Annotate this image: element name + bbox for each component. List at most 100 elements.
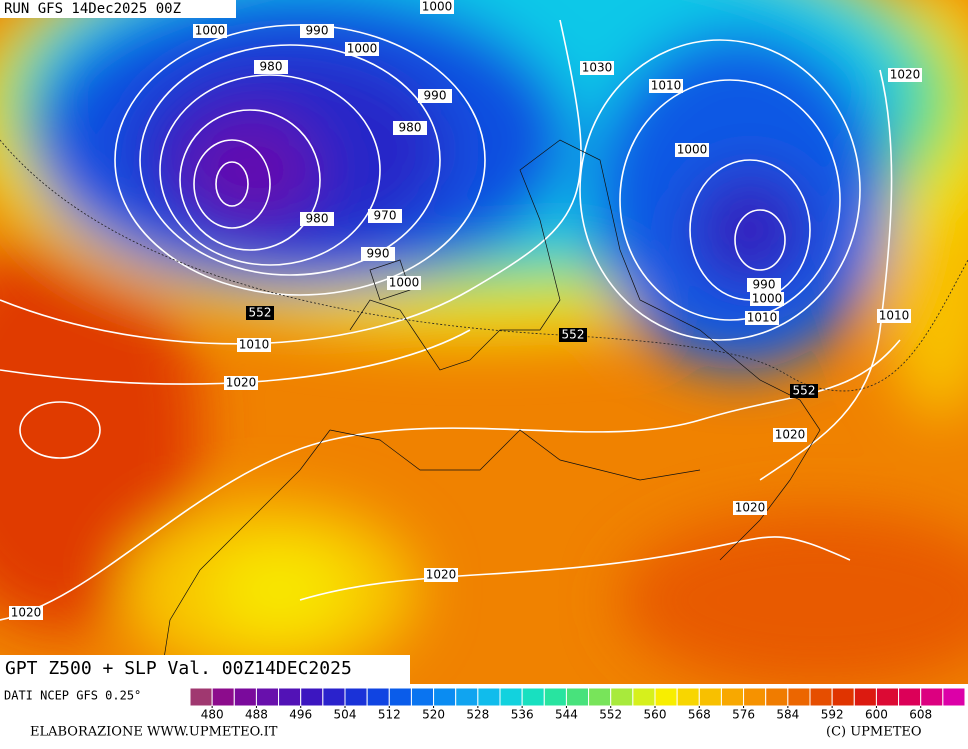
colorbar-tick-label: 488 — [245, 708, 268, 722]
colorbar-box — [676, 687, 700, 707]
colorbar-tick-label: 576 — [732, 708, 755, 722]
z500-label: 552 — [793, 384, 816, 398]
colorbar-box — [233, 687, 257, 707]
isobar-label: 990 — [306, 24, 329, 38]
credit-right: (C) UPMETEO — [826, 725, 922, 740]
title: GPT Z500 + SLP Val. 00Z14DEC2025 — [5, 658, 352, 679]
isobar-label: 1000 — [422, 0, 453, 14]
isobar-label: 1010 — [747, 311, 778, 325]
isobar-label-bg — [747, 278, 781, 292]
colorbar-tick-label: 560 — [644, 708, 667, 722]
colorbar-box — [809, 687, 833, 707]
colorbar-box — [610, 687, 634, 707]
isobar-label: 1000 — [677, 143, 708, 157]
colorbar-box — [366, 687, 390, 707]
isobar-label-bg — [361, 247, 395, 261]
colorbar-box — [743, 687, 767, 707]
isobar-label: 1020 — [735, 501, 766, 515]
isobar-label: 1020 — [11, 606, 42, 620]
isobar-label: 980 — [306, 212, 329, 226]
colorbar-tick-label: 608 — [909, 708, 932, 722]
colorbar-box — [898, 687, 922, 707]
colorbar-tick-label: 544 — [555, 708, 578, 722]
colorbar-box — [189, 687, 213, 707]
title-box — [0, 655, 410, 684]
isobar-label-bg — [888, 68, 922, 82]
colorbar-box — [300, 687, 324, 707]
isobar-label: 980 — [260, 60, 283, 74]
colorbar-box — [853, 687, 877, 707]
isobar-label: 990 — [753, 278, 776, 292]
isobar-label-bg — [424, 568, 458, 582]
isobar-label: 1020 — [426, 568, 457, 582]
colorbar-box — [433, 687, 457, 707]
colorbar-box — [255, 687, 280, 707]
contour-labels: 1000 990 1000 1000 980 990 980 1030 1010 1020 1000… — [9, 0, 922, 620]
colorbar-tick-label: 600 — [865, 708, 888, 722]
colorbar-box — [410, 687, 435, 707]
isobar-label-bg — [387, 276, 421, 290]
credit-left: ELABORAZIONE WWW.UPMETEO.IT — [30, 725, 278, 740]
header-box — [0, 0, 236, 18]
colorbar-box — [654, 687, 678, 707]
isobar-label-bg — [750, 292, 784, 306]
isobar-label: 1000 — [195, 24, 226, 38]
isobar-label: 1010 — [239, 338, 270, 352]
isobar-label-bg — [368, 209, 402, 223]
colorbar-box — [765, 687, 789, 707]
isobar-label-bg — [580, 61, 614, 75]
colorbar-tick-label: 496 — [289, 708, 312, 722]
isobar-label: 970 — [374, 209, 397, 223]
colorbar-tick-label: 536 — [511, 708, 534, 722]
z500-label-bg — [559, 328, 587, 342]
colorbar-tick-label: 568 — [688, 708, 711, 722]
isobar-label: 1000 — [389, 276, 420, 290]
isobar-label-bg — [300, 24, 334, 38]
colorbar-box — [787, 687, 811, 707]
colorbar-tick-label: 592 — [821, 708, 844, 722]
isobar-label-bg — [393, 121, 427, 135]
isobar-label: 1020 — [226, 376, 257, 390]
z500-label-bg — [246, 306, 274, 320]
isobar-label-bg — [649, 79, 683, 93]
colorbar-box — [521, 687, 545, 707]
colorbar-box — [588, 687, 612, 707]
colorbar-box — [344, 687, 368, 707]
isobar-label: 1010 — [879, 309, 910, 323]
z500-label-bg — [790, 384, 818, 398]
colorbar-box — [543, 687, 567, 707]
isobar-label-bg — [9, 606, 43, 620]
colorbar-box — [698, 687, 722, 707]
colorbar: 480 488 496 504 512 520 528 536 544 552 560 568 576 5… — [189, 687, 966, 722]
colorbar-box — [499, 687, 523, 707]
colorbar-tick-label: 584 — [776, 708, 799, 722]
isobar-label: 1000 — [347, 42, 378, 56]
isobar-label-bg — [254, 60, 288, 74]
colorbar-box — [720, 687, 745, 707]
isobar-label-bg — [745, 311, 779, 325]
z500-label: 552 — [249, 306, 272, 320]
isobar-label-bg — [237, 338, 271, 352]
isobar-label-bg — [877, 309, 911, 323]
map — [0, 0, 968, 684]
isobar-label-bg — [345, 42, 379, 56]
colorbar-tick-label: 512 — [378, 708, 401, 722]
colorbar-box — [565, 687, 590, 707]
isobar-label-bg — [418, 89, 452, 103]
isobar-label: 1020 — [890, 68, 921, 82]
colorbar-box — [942, 687, 966, 707]
colorbar-box — [920, 687, 944, 707]
colorbar-box — [388, 687, 412, 707]
colorbar-tick-label: 520 — [422, 708, 445, 722]
isobar-label: 1030 — [582, 61, 613, 75]
colorbar-box — [875, 687, 900, 707]
isobar-label-bg — [675, 143, 709, 157]
colorbar-box — [632, 687, 656, 707]
isobar-label: 990 — [424, 89, 447, 103]
source: DATI NCEP GFS 0.25° — [4, 689, 141, 703]
isobar-label: 990 — [367, 247, 390, 261]
colorbar-tick-label: 528 — [466, 708, 489, 722]
colorbar-box — [278, 687, 302, 707]
header: RUN GFS 14Dec2025 00Z — [4, 1, 181, 17]
colorbar-box — [455, 687, 479, 707]
